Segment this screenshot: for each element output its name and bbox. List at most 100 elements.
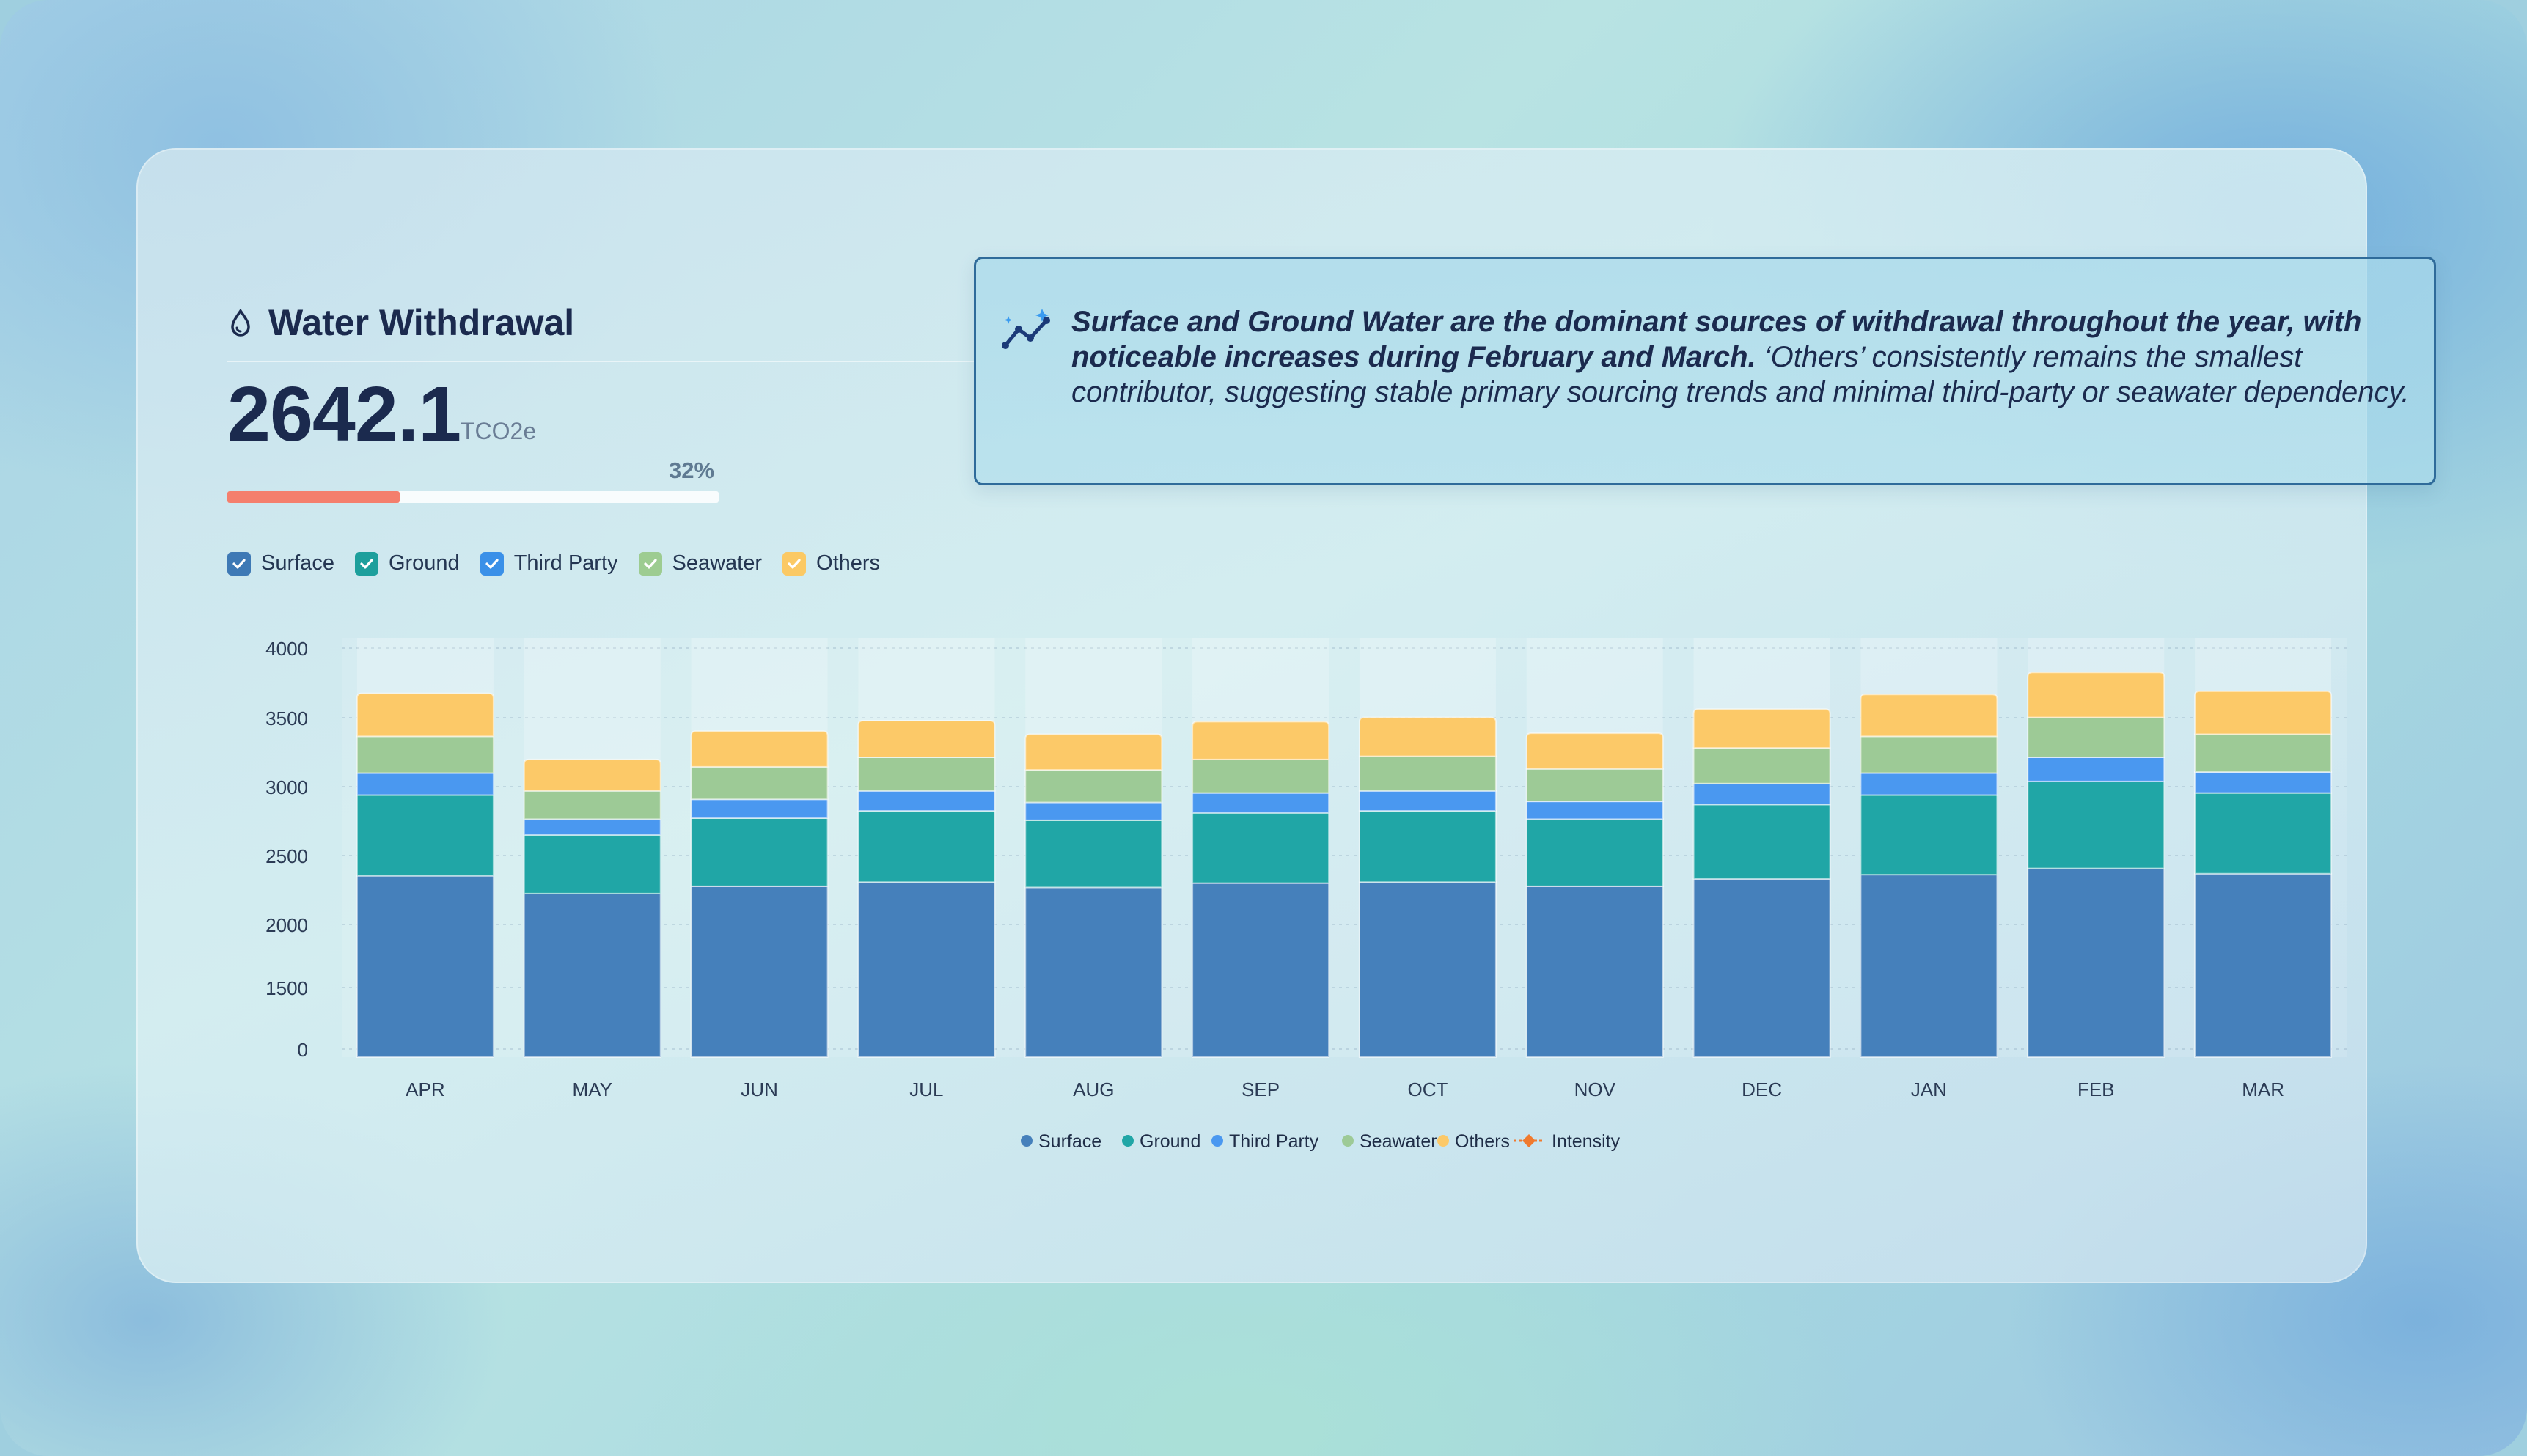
legend-dot-icon	[1437, 1135, 1449, 1147]
legend-item-seawater: Seawater	[1342, 1131, 1437, 1152]
checkbox-checked-icon[interactable]	[354, 551, 378, 576]
filter-label: Others	[816, 551, 881, 575]
filter-label: Surface	[261, 551, 334, 575]
legend-label: Ground	[1140, 1131, 1200, 1152]
y-tick-label: 2500	[265, 845, 308, 867]
checkbox-checked-icon[interactable]	[227, 551, 251, 576]
bar-segment-surface	[2194, 872, 2333, 1058]
widget-header: Water Withdrawal	[227, 297, 574, 348]
bar-segment-ground	[523, 834, 661, 894]
x-tick-label: MAR	[2242, 1078, 2284, 1100]
bar-segment-seawater	[690, 765, 829, 801]
series-filter-list: Surface Ground Third Party Seawater Others	[227, 551, 901, 576]
filter-label: Seawater	[672, 551, 763, 575]
x-tick-label: JUN	[741, 1078, 778, 1100]
legend-item-ground: Ground	[1122, 1131, 1200, 1152]
x-tick-label: FEB	[2077, 1078, 2115, 1100]
sparkle-trend-icon	[1002, 309, 1050, 349]
legend-diamond-icon	[1522, 1134, 1536, 1147]
bar-segment-surface	[356, 875, 494, 1058]
filter-label: Third Party	[513, 551, 618, 575]
bar-segment-ground	[1024, 819, 1163, 889]
bar-segment-others	[1860, 694, 1998, 738]
progress-bar	[227, 491, 719, 503]
legend-item-others: Others	[1437, 1131, 1510, 1152]
bar-segment-third-party	[1692, 782, 1831, 806]
bar-segment-others	[1192, 721, 1330, 760]
bar-segment-others	[523, 758, 661, 792]
bar-segment-ground	[690, 817, 829, 887]
bar-segment-seawater	[1692, 747, 1831, 784]
bar-segment-seawater	[857, 757, 996, 792]
legend-dot-icon	[1342, 1135, 1354, 1147]
bar-segment-surface	[1192, 882, 1330, 1058]
bar-segment-surface	[1860, 874, 1998, 1058]
filter-ground[interactable]: Ground	[354, 551, 460, 576]
bar-segment-others	[690, 730, 829, 768]
bar-segment-seawater	[1192, 758, 1330, 794]
filter-third-party[interactable]: Third Party	[480, 551, 618, 576]
bar-segment-ground	[356, 794, 494, 877]
x-tick-label: JUL	[909, 1078, 943, 1100]
progress-percent: 32%	[669, 457, 715, 483]
checkbox-checked-icon[interactable]	[638, 551, 662, 576]
x-tick-label: DEC	[1742, 1078, 1782, 1100]
bar-segment-seawater	[523, 790, 661, 820]
bar-segment-ground	[1192, 812, 1330, 884]
legend-item-third-party: Third Party	[1211, 1131, 1319, 1152]
bar-segment-surface	[523, 892, 661, 1058]
progress-bar-fill	[227, 491, 400, 503]
value-unit: TCO2e	[461, 418, 537, 444]
x-tick-label: JAN	[1911, 1078, 1947, 1100]
legend-item-intensity: Intensity	[1514, 1131, 1621, 1152]
bar-segment-third-party	[1192, 792, 1330, 814]
legend-label: Others	[1455, 1131, 1510, 1152]
bar-segment-others	[1692, 708, 1831, 749]
bar-segment-surface	[1525, 885, 1664, 1058]
x-tick-label: APR	[406, 1078, 444, 1100]
legend-dot-icon	[1211, 1135, 1223, 1147]
bar-segment-third-party	[1860, 772, 1998, 796]
plot-area	[342, 638, 2347, 1057]
bar-segment-others	[356, 692, 494, 738]
y-tick-label: 0	[298, 1039, 308, 1061]
x-tick-label: AUG	[1073, 1078, 1114, 1100]
checkbox-checked-icon[interactable]	[782, 551, 807, 576]
insight-body-text: ‘Others’ consistently remains the smalle…	[1071, 341, 2410, 408]
bar-segment-ground	[1860, 794, 1998, 876]
bar-segment-seawater	[356, 735, 494, 774]
bar-segment-others	[1358, 716, 1497, 757]
total-value: 2642.1	[227, 371, 461, 457]
bar-segment-others	[1525, 732, 1664, 770]
insight-bold-text: Surface and Ground Water are the dominan…	[1071, 306, 2362, 373]
bar-segment-surface	[1358, 881, 1497, 1058]
filter-seawater[interactable]: Seawater	[638, 551, 763, 576]
legend-label: Seawater	[1360, 1131, 1437, 1152]
bar-segment-third-party	[2194, 771, 2333, 794]
bar-segment-others	[1024, 733, 1163, 771]
bar-segment-third-party	[356, 772, 494, 796]
filter-others[interactable]: Others	[782, 551, 880, 576]
bar-segment-ground	[2194, 792, 2333, 875]
bar-segment-third-party	[2027, 757, 2165, 782]
bar-segment-ground	[1525, 818, 1664, 887]
filter-label: Ground	[388, 551, 460, 575]
insight-text: Surface and Ground Water are the dominan…	[1071, 304, 2413, 410]
bar-segment-seawater	[1024, 769, 1163, 804]
checkbox-checked-icon[interactable]	[480, 551, 504, 576]
x-tick-label: NOV	[1574, 1078, 1616, 1100]
bar-segment-third-party	[1024, 801, 1163, 821]
x-tick-label: MAY	[573, 1078, 612, 1100]
bar-segment-surface	[2027, 867, 2165, 1058]
bar-segment-seawater	[1358, 755, 1497, 792]
legend-label: Surface	[1038, 1131, 1101, 1152]
bar-segment-seawater	[1525, 768, 1664, 803]
y-tick-label: 3000	[265, 776, 308, 798]
insight-panel: Surface and Ground Water are the dominan…	[974, 257, 2436, 485]
bar-segment-others	[2194, 690, 2333, 735]
bar-segment-third-party	[1358, 790, 1497, 812]
filter-surface[interactable]: Surface	[227, 551, 334, 576]
bar-segment-third-party	[857, 790, 996, 812]
widget-title: Water Withdrawal	[268, 302, 575, 343]
